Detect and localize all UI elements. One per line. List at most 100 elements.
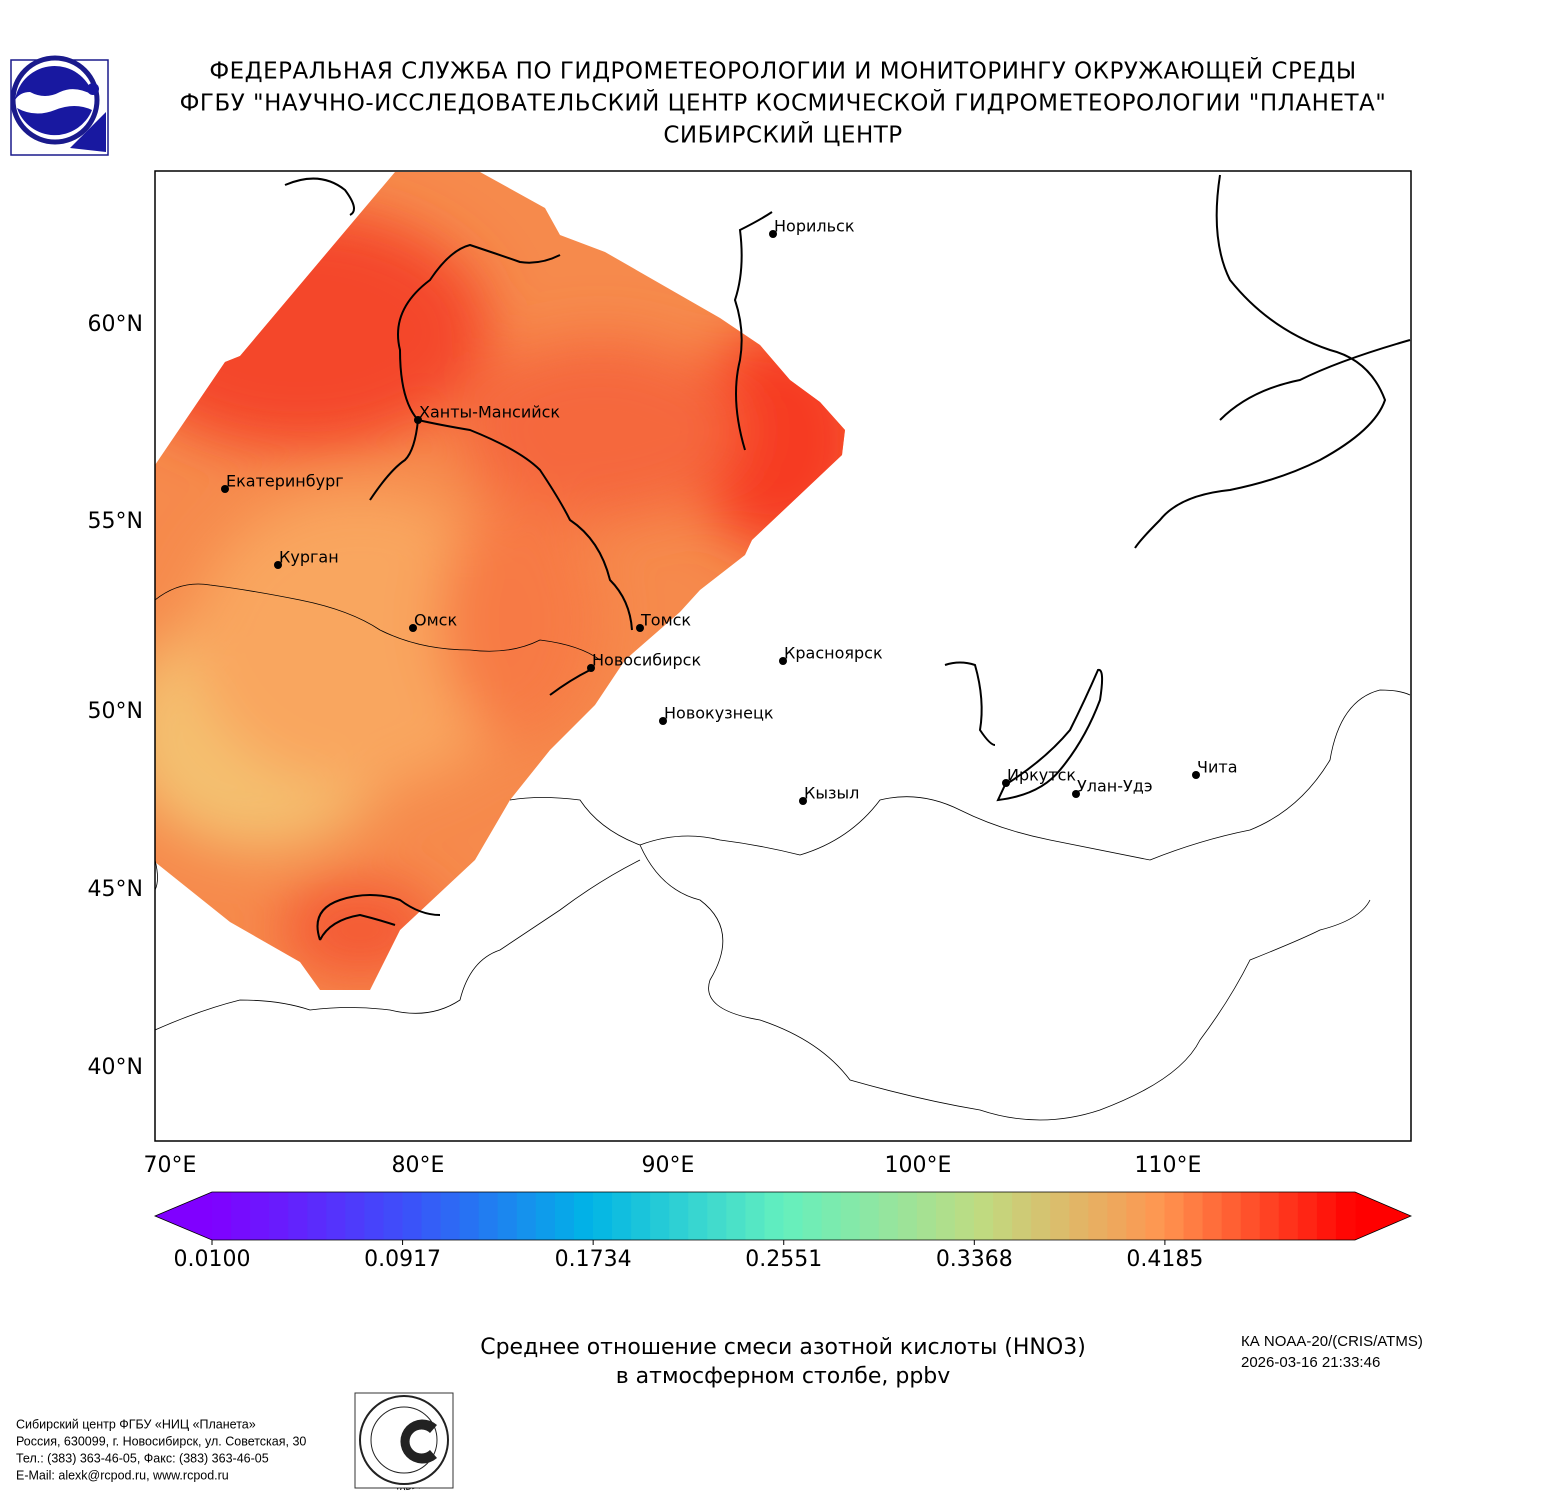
colorbar-cell [859, 1192, 880, 1240]
colorbar-cell [878, 1192, 899, 1240]
footer-line: E-Mail: alexk@rcpod.ru, www.rcpod.ru [16, 1468, 229, 1482]
colorbar-cell [726, 1192, 746, 1240]
city-label: Норильск [774, 217, 855, 236]
colorbar-tick-label: 0.0917 [364, 1247, 441, 1272]
colorbar-cell [1107, 1192, 1127, 1240]
colorbar-extend-low [155, 1192, 212, 1240]
colorbar-cell [459, 1192, 480, 1240]
colorbar-cell [326, 1192, 346, 1240]
colorbar-cell [554, 1192, 575, 1240]
footer-line: Сибирский центр ФГБУ «НИЦ «Планета» [16, 1417, 256, 1431]
header-line: ФГБУ "НАУЧНО-ИССЛЕДОВАТЕЛЬСКИЙ ЦЕНТР КОС… [180, 89, 1387, 117]
colorbar-cell [231, 1192, 251, 1240]
iso-logo [354, 1392, 454, 1489]
colorbar-cell [954, 1192, 975, 1240]
lat-label: 45°N [88, 877, 143, 902]
data-field [155, 172, 845, 990]
city-label: Екатеринбург [226, 472, 344, 491]
colorbar-cell [307, 1192, 327, 1240]
colorbar-cell [212, 1192, 232, 1240]
colorbar-cell [669, 1192, 689, 1240]
city-dot [1002, 779, 1010, 787]
city-dot [1192, 771, 1200, 779]
title-line: Среднее отношение смеси азотной кислоты … [480, 1335, 1086, 1360]
colorbar-cell [1069, 1192, 1089, 1240]
colorbar-cell [478, 1192, 499, 1240]
colorbar-cell [1316, 1192, 1337, 1240]
colorbar-cell [593, 1192, 613, 1240]
city-label: Курган [279, 548, 339, 567]
colorbar-cell [573, 1192, 594, 1240]
lon-label: 90°E [642, 1153, 695, 1178]
footer-line: Тел.: (383) 363-46-05, Факс: (383) 363-4… [16, 1451, 269, 1465]
colorbar-cell [440, 1192, 461, 1240]
colorbar-cell [535, 1192, 556, 1240]
colorbar-cell [1050, 1192, 1070, 1240]
colorbar-cell [364, 1192, 385, 1240]
city-label: Новосибирск [592, 651, 701, 670]
map: Норильск Ханты-Мансийск Екатеринбург Курган… [88, 170, 1412, 1178]
colorbar-tick-label: 0.1734 [555, 1247, 632, 1272]
colorbar-cell [1335, 1192, 1356, 1240]
colorbar-cell [802, 1192, 823, 1240]
city-dot [769, 230, 777, 238]
colorbar-cell [935, 1192, 956, 1240]
colorbar-cell [1297, 1192, 1318, 1240]
lat-label: 60°N [88, 312, 143, 337]
colorbar-cell [1183, 1192, 1204, 1240]
colorbar-extend-high [1355, 1192, 1411, 1240]
colorbar-cell [612, 1192, 632, 1240]
colorbar-cell [516, 1192, 537, 1240]
city-dot [799, 797, 807, 805]
lat-label: 50°N [88, 699, 143, 724]
colorbar-cell [1145, 1192, 1166, 1240]
colorbar-cell [269, 1192, 289, 1240]
city-dot [409, 624, 417, 632]
colorbar-cell [631, 1192, 651, 1240]
colorbar-cell [250, 1192, 270, 1240]
colorbar-cell [288, 1192, 308, 1240]
colorbar-cell [1221, 1192, 1242, 1240]
colorbar-cell [1202, 1192, 1223, 1240]
colorbar-cell [383, 1192, 404, 1240]
city-label: Томск [640, 611, 691, 630]
city-dot [1072, 790, 1080, 798]
colorbar-tick-label: 0.3368 [936, 1247, 1013, 1272]
city-label: Омск [414, 611, 457, 630]
colorbar-cell [897, 1192, 918, 1240]
header: ФЕДЕРАЛЬНАЯ СЛУЖБА ПО ГИДРОМЕТЕОРОЛОГИИ … [180, 57, 1387, 149]
footer-line: Россия, 630099, г. Новосибирск, ул. Сове… [16, 1434, 306, 1448]
city-label: Чита [1197, 758, 1238, 777]
header-line: ФЕДЕРАЛЬНАЯ СЛУЖБА ПО ГИДРОМЕТЕОРОЛОГИИ … [209, 57, 1356, 85]
lon-label: 100°E [885, 1153, 952, 1178]
colorbar-cell [402, 1192, 423, 1240]
colorbar-cell [1259, 1192, 1280, 1240]
lat-label: 40°N [88, 1055, 143, 1080]
city-dot [636, 624, 644, 632]
city-dot [587, 664, 595, 672]
colorbar-cell [783, 1192, 804, 1240]
city-dot [274, 561, 282, 569]
colorbar-outline [153, 1191, 1413, 1241]
lat-label: 55°N [88, 509, 143, 534]
city-label: Иркутск [1007, 766, 1076, 785]
header-line: СИБИРСКИЙ ЦЕНТР [663, 121, 902, 149]
colorbar: 0.0100 0.0917 0.1734 0.2551 0.3368 0.4185 [153, 1191, 1413, 1272]
colorbar-cell [993, 1192, 1013, 1240]
colorbar-cell [840, 1192, 861, 1240]
city-label: Улан-Удэ [1077, 777, 1153, 796]
city-dot [414, 416, 422, 424]
borders [155, 583, 1411, 1121]
lon-label: 80°E [392, 1153, 445, 1178]
coastlines [284, 174, 1411, 941]
city-label: Красноярск [784, 644, 883, 663]
colorbar-cell [707, 1192, 727, 1240]
city-dot [779, 657, 787, 665]
colorbar-cell [421, 1192, 442, 1240]
colorbar-cell [821, 1192, 842, 1240]
colorbar-cell [745, 1192, 766, 1240]
city-label: Кызыл [804, 784, 859, 803]
colorbar-cell [1278, 1192, 1299, 1240]
city-label: Новокузнецк [664, 704, 774, 723]
